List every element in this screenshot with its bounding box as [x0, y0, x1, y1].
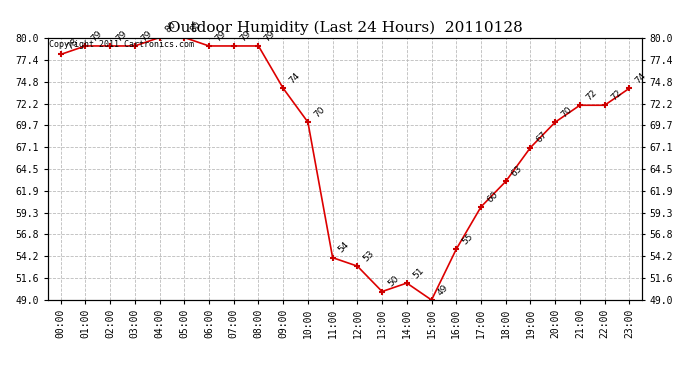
- Title: Outdoor Humidity (Last 24 Hours)  20110128: Outdoor Humidity (Last 24 Hours) 2011012…: [168, 21, 522, 35]
- Text: 67: 67: [535, 130, 549, 145]
- Text: 70: 70: [312, 105, 326, 119]
- Text: 79: 79: [238, 29, 253, 43]
- Text: 72: 72: [584, 88, 598, 102]
- Text: 74: 74: [287, 71, 302, 86]
- Text: 79: 79: [213, 29, 228, 43]
- Text: 79: 79: [263, 29, 277, 43]
- Text: Copyright 2011 Cartronics.com: Copyright 2011 Cartronics.com: [50, 40, 195, 49]
- Text: 50: 50: [386, 274, 401, 289]
- Text: 79: 79: [139, 29, 153, 43]
- Text: 80: 80: [164, 20, 178, 35]
- Text: 63: 63: [510, 164, 524, 178]
- Text: 80: 80: [188, 20, 203, 35]
- Text: 70: 70: [560, 105, 574, 119]
- Text: 51: 51: [411, 266, 426, 280]
- Text: 78: 78: [65, 37, 79, 52]
- Text: 79: 79: [90, 29, 104, 43]
- Text: 74: 74: [633, 71, 648, 86]
- Text: 49: 49: [435, 283, 450, 297]
- Text: 54: 54: [337, 240, 351, 255]
- Text: 55: 55: [460, 232, 475, 246]
- Text: 53: 53: [362, 249, 376, 263]
- Text: 72: 72: [609, 88, 623, 102]
- Text: 60: 60: [485, 190, 500, 204]
- Text: 79: 79: [115, 29, 129, 43]
